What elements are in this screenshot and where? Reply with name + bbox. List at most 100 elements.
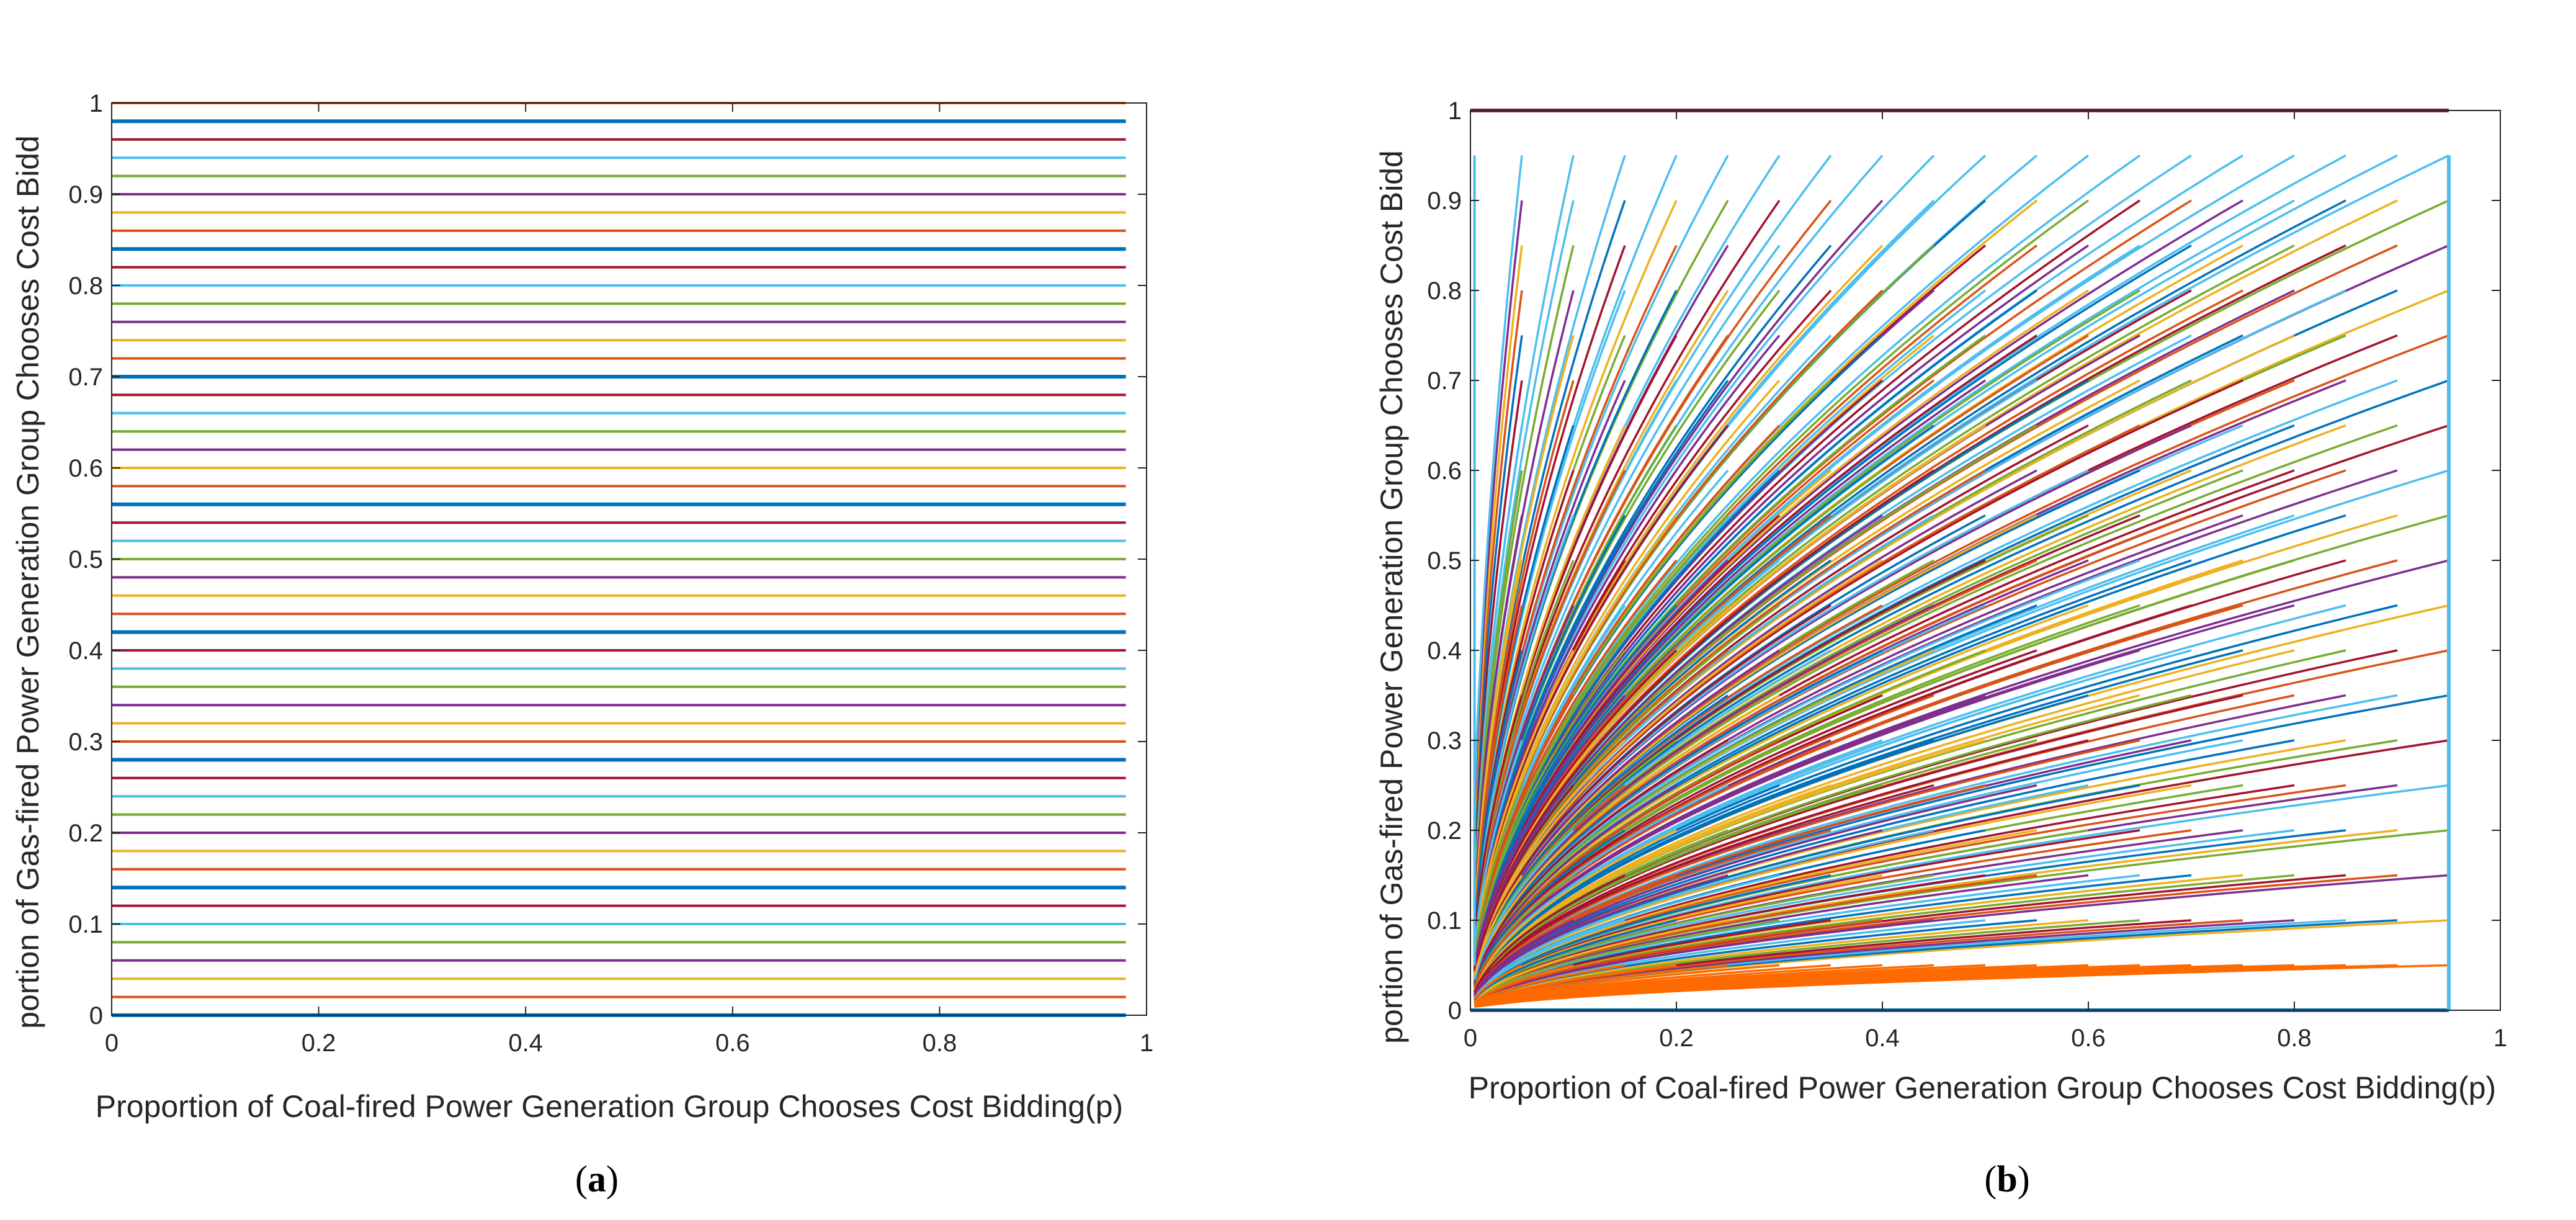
panel-b-ytick-label: 0.6: [1427, 457, 1462, 485]
panel-a-xtick-label: 0.8: [923, 1029, 957, 1057]
panel-b-trajectory: [1474, 964, 1934, 1008]
panel-a-ticks: 0 0.2 0.4 0.6 0.8 1 0 0.1 0.2 0.3 0.4 0.5 0.6 0.7 0.8 0…: [68, 90, 1153, 1057]
panel-b-trajectory: [1474, 964, 1831, 1008]
panel-b-ytick-label: 0.1: [1427, 907, 1462, 935]
panel-b-trajectory: [1473, 739, 1729, 983]
panel-a-xtick-label: 0.2: [302, 1029, 336, 1057]
panel-b-trajectory: [1473, 289, 2243, 971]
panel-b-trajectory: [1473, 469, 1934, 971]
panel-b-trajectory: [1474, 919, 2295, 1007]
panel-b-trajectory: [1473, 694, 1831, 984]
panel-b-trajectory: [1473, 425, 1523, 865]
panel-b-trajectory: [1473, 604, 1934, 980]
panel-b-xtick-label: 0.6: [2071, 1025, 2106, 1052]
panel-b-trajectory: [1473, 469, 2089, 977]
panel-b-trajectory: [1473, 470, 1678, 948]
panel-b: 0 0.2 0.4 0.6 0.8 1 0 0.1 0.2 0.3 0.4 0.5 0.6 0.7 0.8 0…: [1374, 97, 2507, 1200]
panel-b-trajectory: [1473, 829, 1677, 990]
panel-b-trajectory: [1474, 874, 1831, 1000]
panel-b-trajectory: [1473, 694, 1729, 979]
panel-b-trajectory: [1473, 244, 1781, 940]
panel-b-trajectory: [1474, 964, 1780, 1007]
panel-b-trajectory: [1473, 155, 1523, 797]
panel-b-trajectory: [1473, 515, 1523, 887]
panel-b-trajectory: [1474, 649, 2037, 987]
panel-b-trajectory: [1474, 919, 2140, 1006]
panel-b-trajectory: [1474, 694, 1934, 987]
panel-a-xtick-label: 0.4: [508, 1029, 543, 1057]
panel-b-xtick-label: 0.8: [2277, 1025, 2312, 1052]
panel-b-trajectory: [1474, 694, 1986, 989]
panel-b-trajectory: [1473, 650, 1523, 921]
panel-b-trajectory: [1473, 245, 1523, 820]
panel-b-trajectory: [1473, 200, 1523, 809]
panel-b-trajectory: [1474, 874, 1729, 997]
panel-b-trajectory: [1474, 649, 2295, 992]
panel-a-ytick-label: 0.3: [68, 729, 103, 756]
panel-b-ytick-label: 0.5: [1427, 547, 1462, 575]
panel-b-trajectory: [1473, 379, 2449, 980]
panel-b-xlabel: Proportion of Coal-fired Power Generatio…: [1469, 1070, 2496, 1105]
panel-b-trajectory: [1473, 379, 1781, 952]
panel-b-trajectory: [1473, 919, 1523, 989]
panel-b-series: [1470, 109, 2451, 1012]
panel-b-trajectory: [1473, 694, 1780, 982]
panel-b-trajectory: [1474, 784, 2192, 998]
panel-a-xtick-label: 1: [1140, 1029, 1153, 1057]
panel-b-trajectory: [1474, 784, 1831, 992]
panel-b-trajectory: [1474, 604, 2346, 990]
panel-b-trajectory: [1473, 244, 2089, 962]
panel-b-trajectory: [1474, 829, 2140, 1000]
panel-b-trajectory: [1474, 649, 2140, 989]
panel-b-trajectory: [1474, 739, 1934, 991]
panel-b-trajectory: [1474, 829, 2037, 999]
panel-b-trajectory: [1474, 784, 1883, 993]
panel-b-trajectory: [1473, 695, 1523, 932]
panel-b-trajectory: [1474, 964, 1626, 1005]
panel-b-trajectory: [1473, 829, 1626, 987]
panel-a-ytick-label: 1: [89, 90, 103, 117]
panel-b-trajectory: [1473, 559, 1678, 959]
panel-a-series: [112, 102, 1126, 1017]
panel-a-ytick-label: 0: [89, 1002, 103, 1029]
panel-b-ytick-label: 0.7: [1427, 367, 1462, 395]
panel-b-ytick-label: 0.2: [1427, 817, 1462, 845]
panel-b-trajectory: [1474, 874, 2192, 1003]
panel-b-ytick-label: 1: [1448, 97, 1462, 125]
panel-a-ytick-label: 0.6: [68, 455, 103, 482]
panel-b-trajectory: [1474, 874, 1883, 1000]
panel-a-ylabel: portion of Gas-fired Power Generation Gr…: [11, 135, 45, 1029]
panel-b-trajectory: [1473, 244, 2192, 966]
panel-b-trajectory: [1474, 919, 1934, 1005]
panel-b-trajectory: [1473, 424, 1986, 970]
panel-b-trajectory: [1473, 739, 1626, 974]
panel-b-trajectory: [1474, 739, 1883, 990]
panel-a-xlabel: Proportion of Coal-fired Power Generatio…: [96, 1089, 1123, 1124]
panel-b-trajectory: [1473, 739, 1678, 979]
panel-b-trajectory: [1473, 244, 1626, 907]
panel-b-trajectory: [1474, 784, 2140, 998]
panel-b-trajectory: [1473, 784, 1677, 985]
panel-b-trajectory: [1474, 919, 1574, 996]
panel-a-caption: (a): [575, 1159, 619, 1200]
panel-b-trajectory: [1473, 694, 1575, 957]
panel-b-trajectory: [1474, 964, 1677, 1007]
panel-b-trajectory: [1473, 289, 2089, 965]
panel-b-trajectory: [1473, 605, 1523, 910]
panel-b-trajectory: [1473, 290, 1523, 831]
panel-b-trajectory: [1473, 784, 1575, 972]
panel-b-trajectory: [1473, 514, 2037, 978]
panel-b-trajectory: [1473, 335, 1523, 842]
panel-b-caption: (b): [1984, 1159, 2029, 1200]
panel-b-trajectory: [1473, 424, 2037, 972]
panel-b-trajectory: [1473, 469, 1781, 961]
panel-b-trajectory: [1473, 380, 1575, 904]
panel-b-trajectory: [1474, 784, 2449, 1000]
panel-b-trajectory: [1473, 424, 2398, 981]
panel-b-ytick-label: 0.9: [1427, 187, 1462, 215]
panel-b-trajectory: [1474, 964, 1883, 1008]
panel-b-trajectory: [1473, 514, 1678, 953]
panel-b-trajectory: [1473, 829, 1575, 980]
panel-b-ytick-label: 0.3: [1427, 727, 1462, 755]
